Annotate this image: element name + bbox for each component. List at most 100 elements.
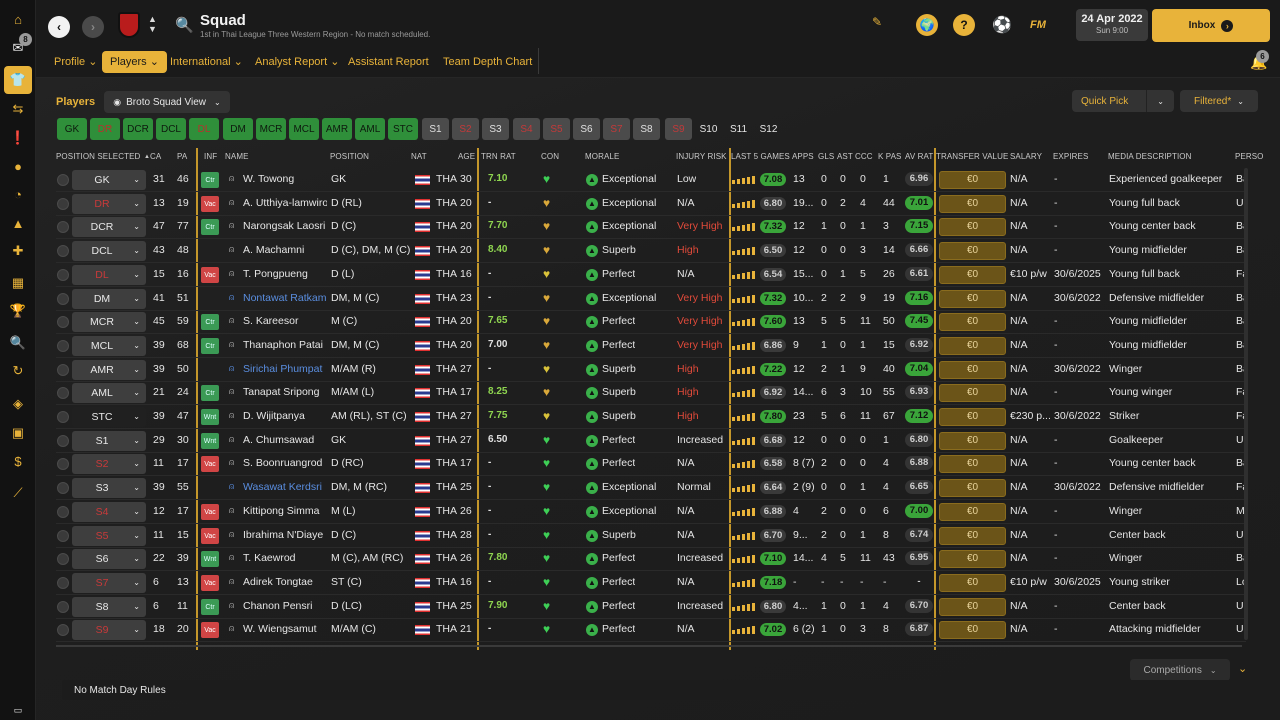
transfer-value[interactable]: €0	[939, 621, 1006, 639]
expand-icon[interactable]: ⌄	[1238, 663, 1248, 675]
view-selector[interactable]: ◉ Broto Squad View ⌄	[104, 91, 230, 113]
player-name[interactable]: Thanaphon Patai	[243, 339, 323, 351]
squad-icon[interactable]: 👕	[4, 66, 32, 94]
medical-icon[interactable]: ▲	[11, 215, 25, 231]
position-button-s1[interactable]: S1	[422, 118, 449, 140]
column-header-pa[interactable]: PA	[177, 152, 188, 161]
position-select[interactable]: DR ⌄	[72, 194, 146, 214]
position-button-dcr[interactable]: DCR	[123, 118, 153, 140]
transfers-icon[interactable]: ⇆	[12, 101, 24, 116]
column-header-age[interactable]: AGE	[458, 152, 476, 161]
position-select[interactable]: DL ⌄	[72, 265, 146, 285]
position-button-s12[interactable]: S12	[759, 123, 778, 135]
fm-logo[interactable]: FM	[1030, 19, 1046, 31]
player-name[interactable]: Kittipong Simma	[243, 505, 320, 517]
position-select[interactable]: GK ⌄	[72, 170, 146, 190]
position-button-s8[interactable]: S8	[633, 118, 660, 140]
select-radio[interactable]	[57, 364, 69, 376]
inbox-icon[interactable]: ✉ 8	[8, 33, 32, 58]
column-header-k-pas[interactable]: K PAS	[878, 152, 902, 161]
player-name[interactable]: Narongsak Laosri	[243, 220, 326, 232]
transfer-value[interactable]: €0	[939, 598, 1006, 616]
player-name[interactable]: A. Utthiya-lamwiroj	[243, 197, 327, 209]
transfer-value[interactable]: €0	[939, 313, 1006, 331]
globe-icon[interactable]: 🌍	[916, 14, 938, 36]
player-name[interactable]: A. Machamni	[243, 244, 305, 256]
select-radio[interactable]	[57, 174, 69, 186]
column-header-morale[interactable]: MORALE	[585, 152, 620, 161]
position-select[interactable]: STC ⌄	[72, 407, 146, 427]
transfer-value[interactable]: €0	[939, 550, 1006, 568]
position-button-s10[interactable]: S10	[699, 123, 718, 135]
select-radio[interactable]	[57, 506, 69, 518]
transfer-value[interactable]: €0	[939, 432, 1006, 450]
column-header-transfer-value[interactable]: TRANSFER VALUE	[936, 152, 1009, 161]
calendar-icon[interactable]: ▦	[11, 275, 25, 290]
column-header-perso[interactable]: PERSO	[1235, 152, 1264, 161]
home-icon[interactable]: ⌂	[14, 11, 22, 27]
column-header-media-description[interactable]: MEDIA DESCRIPTION	[1108, 152, 1192, 161]
position-button-dcl[interactable]: DCL	[156, 118, 186, 140]
player-name[interactable]: W. Towong	[243, 173, 295, 185]
position-button-s3[interactable]: S3	[482, 118, 509, 140]
column-header-salary[interactable]: SALARY	[1010, 152, 1043, 161]
select-radio[interactable]	[57, 387, 69, 399]
column-header-ca[interactable]: CA	[150, 152, 162, 161]
position-button-gk[interactable]: GK	[57, 118, 87, 140]
column-header-last-5-games[interactable]: LAST 5 GAMES	[731, 152, 790, 161]
column-header-av-rat[interactable]: AV RAT	[905, 152, 934, 161]
training-icon[interactable]: ◔	[14, 186, 22, 202]
tab-team-depth-chart[interactable]: Team Depth Chart	[443, 53, 532, 71]
column-header-apps[interactable]: APPS	[792, 152, 814, 161]
tab-players[interactable]: Players ⌄	[102, 51, 167, 73]
position-select[interactable]: S8 ⌄	[72, 597, 146, 617]
position-button-stc[interactable]: STC	[388, 118, 418, 140]
column-header-ccc[interactable]: CCC	[855, 152, 873, 161]
club-switch-icon[interactable]: ▲ ▼	[148, 14, 157, 34]
player-name[interactable]: Nontawat Ratkam	[243, 292, 327, 304]
select-radio[interactable]	[57, 577, 69, 589]
transfer-value[interactable]: €0	[939, 266, 1006, 284]
trophy-icon[interactable]: 🏆	[9, 303, 27, 318]
position-button-s11[interactable]: S11	[729, 123, 748, 135]
transfer-value[interactable]: €0	[939, 408, 1006, 426]
club-icon[interactable]: ◈	[13, 396, 23, 411]
position-select[interactable]: DCL ⌄	[72, 241, 146, 261]
transfer-value[interactable]: €0	[939, 195, 1006, 213]
table-scrollbar[interactable]	[56, 645, 1242, 647]
player-name[interactable]: T. Kaewrod	[243, 552, 296, 564]
player-name[interactable]: S. Boonruangrod	[243, 457, 323, 469]
select-radio[interactable]	[57, 316, 69, 328]
finances-icon[interactable]: $	[14, 453, 22, 469]
transfer-value[interactable]: €0	[939, 527, 1006, 545]
position-select[interactable]: DCR ⌄	[72, 217, 146, 237]
edit-icon[interactable]: ✎	[872, 15, 883, 29]
select-radio[interactable]	[57, 435, 69, 447]
transfer-value[interactable]: €0	[939, 218, 1006, 236]
transfer-value[interactable]: €0	[939, 290, 1006, 308]
schedule-icon[interactable]: ❗	[9, 130, 27, 145]
transfer-value[interactable]: €0	[939, 384, 1006, 402]
vertical-scrollbar[interactable]	[1244, 168, 1248, 640]
position-select[interactable]: MCL ⌄	[72, 336, 146, 356]
position-select[interactable]: S3 ⌄	[72, 478, 146, 498]
transfer-value[interactable]: €0	[939, 171, 1006, 189]
position-button-aml[interactable]: AML	[355, 118, 385, 140]
position-button-dm[interactable]: DM	[223, 118, 253, 140]
briefcase-icon[interactable]: ✚	[12, 243, 24, 258]
back-button[interactable]: ‹	[48, 16, 70, 38]
transfer-value[interactable]: €0	[939, 361, 1006, 379]
player-name[interactable]: Adirek Tongtae	[243, 576, 313, 588]
date-widget[interactable]: 24 Apr 2022 Sun 9:00	[1076, 9, 1148, 41]
select-radio[interactable]	[57, 269, 69, 281]
player-name[interactable]: S. Kareesor	[243, 315, 299, 327]
column-header-position[interactable]: POSITION	[330, 152, 370, 161]
forward-button[interactable]: ›	[82, 16, 104, 38]
select-radio[interactable]	[57, 482, 69, 494]
position-button-s5[interactable]: S5	[543, 118, 570, 140]
position-select[interactable]: MCR ⌄	[72, 312, 146, 332]
position-select[interactable]: S2 ⌄	[72, 454, 146, 474]
player-name[interactable]: W. Wiengsamut	[243, 623, 317, 635]
select-radio[interactable]	[57, 553, 69, 565]
position-select[interactable]: AMR ⌄	[72, 360, 146, 380]
